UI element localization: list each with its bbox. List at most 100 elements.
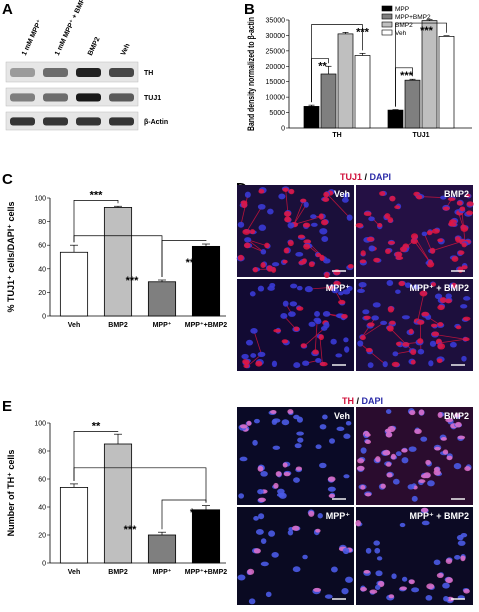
stained-soma <box>451 256 459 262</box>
stained-soma <box>460 224 467 230</box>
nucleus <box>276 492 285 498</box>
nucleus <box>367 362 374 368</box>
stained-soma <box>357 458 365 464</box>
y-axis-label: Band density normalized to β-actin <box>246 17 256 131</box>
stained-soma <box>315 528 321 533</box>
stained-soma <box>242 229 251 235</box>
stained-soma <box>360 250 366 256</box>
stained-soma <box>410 359 416 365</box>
stained-soma <box>463 588 470 594</box>
nucleus <box>399 522 406 528</box>
stained-soma <box>391 361 400 367</box>
blot-band <box>76 93 101 102</box>
stained-soma <box>461 242 467 248</box>
legend-label: MPP+BMP2 <box>395 14 431 21</box>
stained-soma <box>319 361 328 367</box>
micrograph-label: MPP⁺ + BMP2 <box>409 283 469 293</box>
y-tick-label: 0 <box>42 314 46 321</box>
nucleus <box>296 285 303 291</box>
nucleus <box>287 529 294 536</box>
bar-mpp-bmp2 <box>404 79 421 129</box>
bar-3 <box>191 245 221 317</box>
stained-soma <box>416 194 423 200</box>
nucleus <box>338 291 344 296</box>
stained-soma <box>255 360 263 367</box>
nucleus <box>346 214 353 221</box>
x-tick-label: MPP⁺+BMP2 <box>185 321 228 329</box>
significance-marker: *** <box>90 189 104 201</box>
nucleus <box>238 493 245 499</box>
neurite <box>314 320 318 354</box>
legend-label: MPP <box>395 6 409 13</box>
micrograph-bmp2: BMP2 <box>355 185 474 277</box>
stained-soma <box>359 259 367 264</box>
legend-swatch <box>381 29 393 36</box>
y-axis-label: % TUJ1⁺ cells/DAPI⁺ cells <box>6 201 16 312</box>
neurite <box>413 240 431 263</box>
nucleus <box>343 433 351 439</box>
neurite <box>293 215 323 225</box>
stained-soma <box>382 450 391 456</box>
nucleus <box>271 360 278 368</box>
neurite <box>247 239 264 253</box>
stained-soma <box>408 579 415 585</box>
nucleus <box>385 409 392 414</box>
panel-letter-e: E <box>2 398 12 415</box>
nucleus <box>250 328 258 334</box>
nucleus <box>392 478 400 485</box>
y-tick-label: 0 <box>281 126 285 133</box>
stained-soma <box>445 298 452 304</box>
stained-soma <box>385 462 392 467</box>
stained-soma <box>439 297 447 303</box>
stained-soma <box>347 264 354 269</box>
nucleus <box>253 516 259 521</box>
nucleus <box>341 197 349 203</box>
stained-soma <box>414 428 422 434</box>
y-axis-label: Number of TH⁺ cells <box>6 450 16 537</box>
stained-soma <box>384 213 391 219</box>
significance-marker: *** <box>186 257 200 269</box>
significance-marker: *** <box>400 70 414 82</box>
stained-soma <box>333 269 341 276</box>
stained-soma <box>423 472 431 479</box>
lane-label: Veh <box>120 43 132 57</box>
blot-band <box>109 117 134 126</box>
y-tick-label: 60 <box>38 243 46 250</box>
nucleus <box>368 245 376 252</box>
stained-soma <box>460 555 466 562</box>
blot-strip <box>5 61 139 83</box>
stained-soma <box>365 492 372 497</box>
legend-label: BMP2 <box>395 22 413 29</box>
nucleus <box>304 286 313 293</box>
stained-soma <box>386 472 393 478</box>
stained-soma <box>387 240 396 245</box>
stained-soma <box>399 246 408 252</box>
stained-soma <box>419 290 428 297</box>
nucleus <box>302 554 308 560</box>
nucleus <box>296 431 304 436</box>
nucleus <box>244 237 252 243</box>
stained-soma <box>386 325 394 332</box>
blot-band <box>43 68 68 77</box>
y-tick-label: 60 <box>38 477 46 484</box>
stained-soma <box>273 328 282 333</box>
nucleus <box>322 414 328 420</box>
stained-soma <box>283 472 291 477</box>
stained-soma <box>318 213 324 220</box>
stained-soma <box>283 247 290 254</box>
stained-soma <box>364 439 372 445</box>
legend-swatch <box>381 5 393 12</box>
nucleus <box>267 208 274 215</box>
neurite <box>419 321 422 352</box>
nucleus <box>317 513 323 519</box>
nucleus <box>357 288 365 293</box>
stained-soma <box>247 568 255 575</box>
stained-soma <box>445 577 453 584</box>
stained-soma <box>459 206 466 212</box>
stained-soma <box>318 334 324 341</box>
nucleus <box>267 285 275 291</box>
stained-soma <box>270 410 277 414</box>
bar-mpp-bmp2 <box>320 73 337 129</box>
stained-soma <box>389 195 396 202</box>
nucleus <box>428 360 434 367</box>
